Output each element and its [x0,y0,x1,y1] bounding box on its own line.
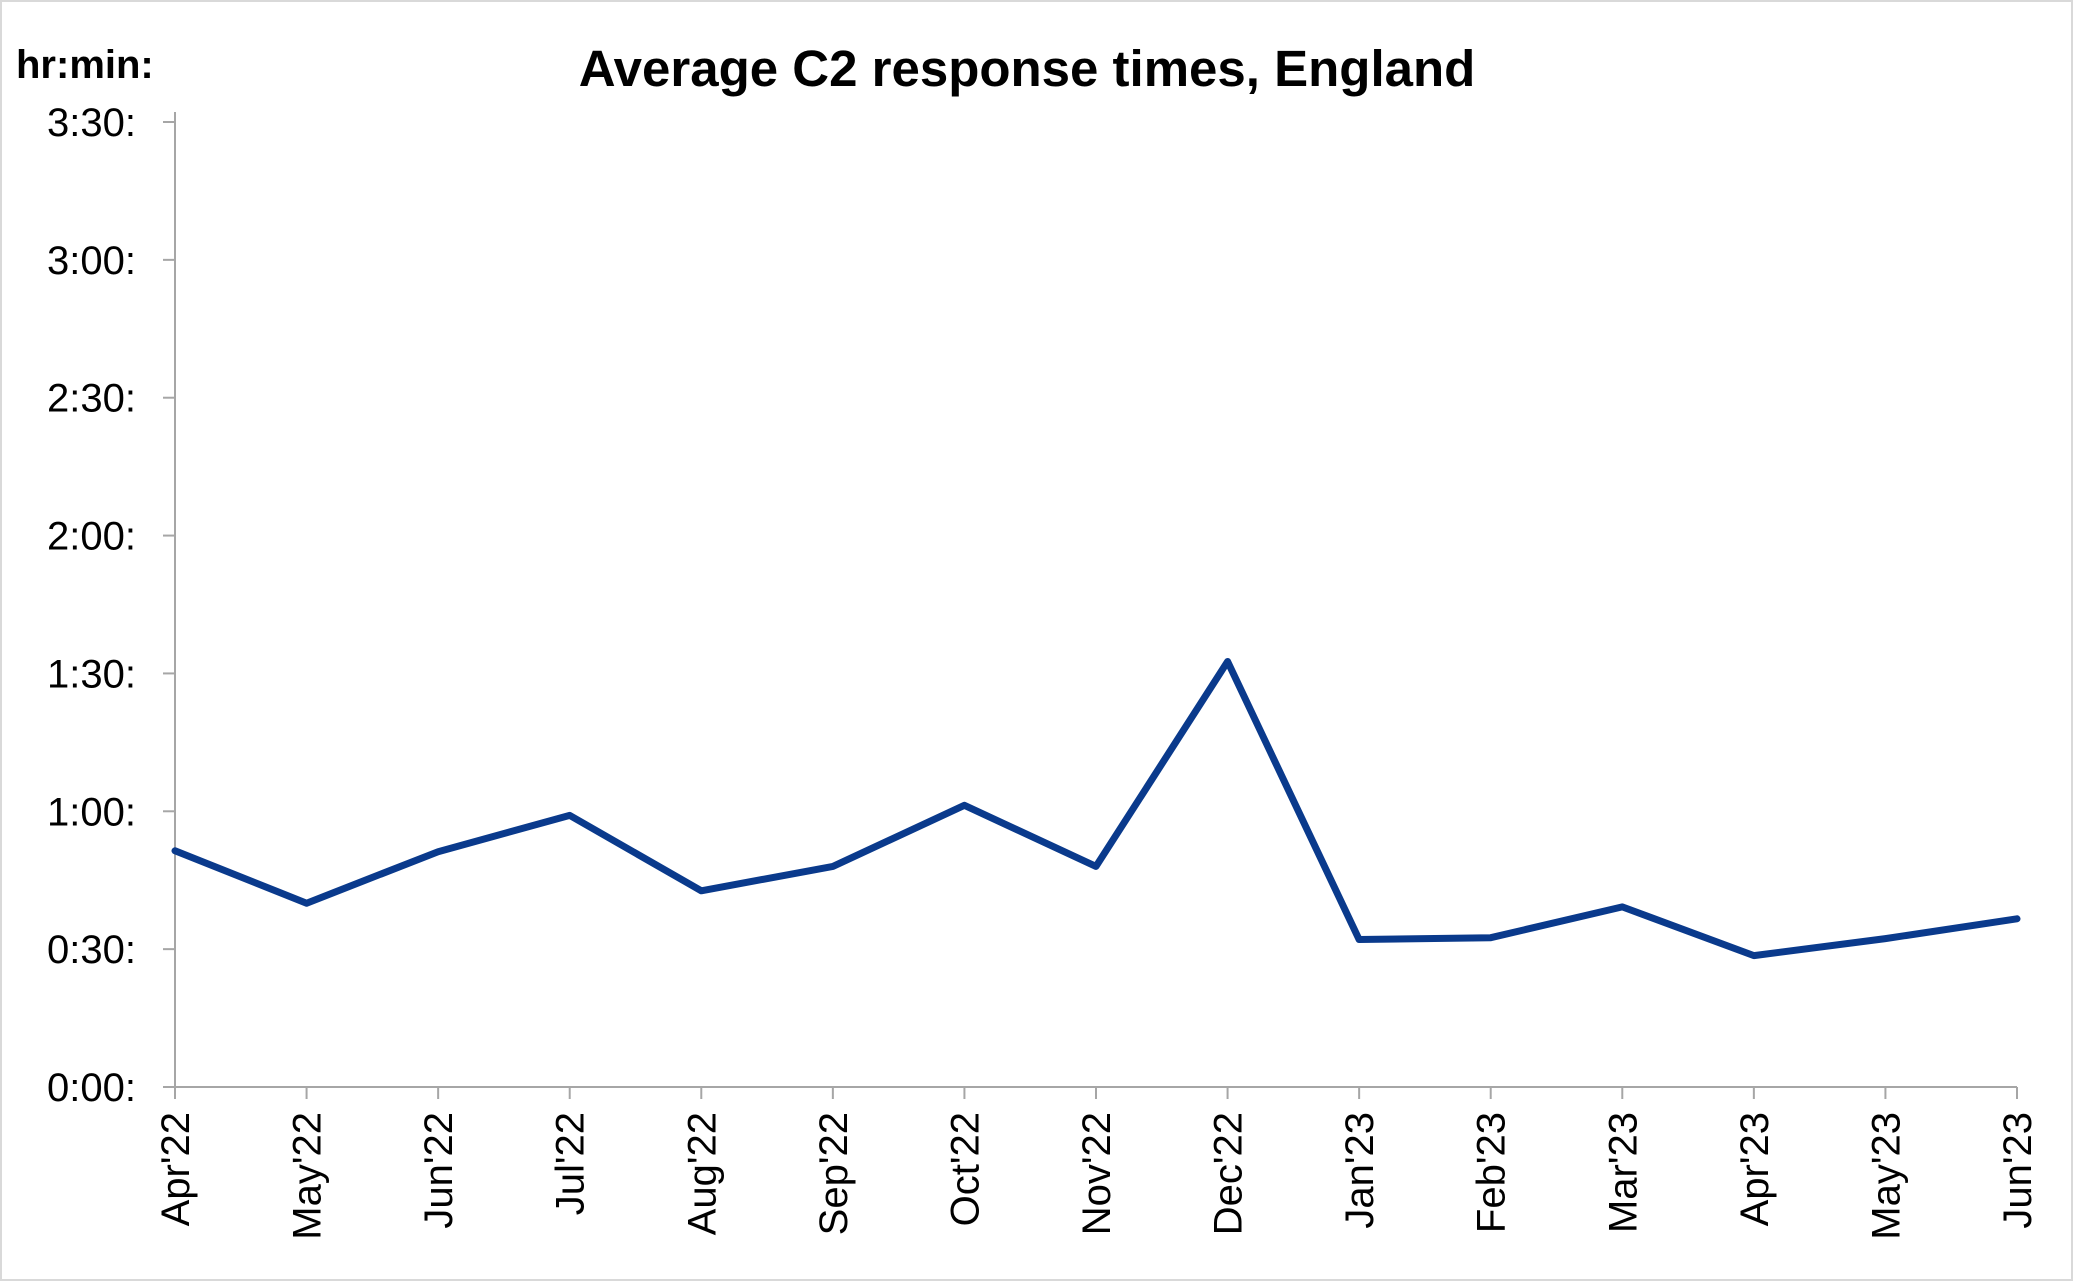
x-tick-label: May'23 [1864,1112,1908,1240]
y-tick-label: 1:30: [47,652,136,696]
x-tick-label: Dec'22 [1207,1112,1251,1235]
x-tick-label: Feb'23 [1470,1112,1514,1233]
x-tick-label: Sep'22 [812,1112,856,1235]
x-tick-label: Mar'23 [1601,1112,1645,1233]
y-tick-label: 0:30: [47,928,136,972]
x-tick-label: Jul'22 [549,1112,593,1215]
y-tick-label: 3:30: [47,101,136,145]
y-tick-label: 2:30: [47,377,136,421]
x-tick-label: Nov'22 [1075,1112,1119,1235]
y-tick-label: 0:00: [47,1066,136,1110]
x-tick-label: Aug'22 [680,1112,724,1235]
y-axis: 0:00: 0:30: 1:00: 1:30: 2:00: 2:30: 3:00: 3:30: [47,101,176,1110]
x-tick-label: Jan'23 [1338,1112,1382,1229]
x-tick-label: Apr'22 [154,1112,198,1226]
x-axis: Apr'22 May'22 Jun'22 Jul'22 Aug'22 Sep'22 Oct'… [154,1086,2040,1240]
chart-title: Average C2 response times, England [579,40,1476,97]
x-tick-label: Jun'23 [1996,1112,2040,1229]
series-line [171,658,2021,960]
y-tick-label: 2:00: [47,515,136,559]
series-layer [171,658,2021,960]
y-tick-label: 1:00: [47,790,136,834]
x-tick-label: May'22 [286,1112,330,1240]
x-tick-label: Jun'22 [417,1112,461,1229]
y-axis-unit-label: hr:min: [16,43,154,87]
x-tick-label: Apr'23 [1733,1112,1777,1226]
x-tick-label: Oct'22 [943,1112,987,1226]
y-tick-label: 3:00: [47,239,136,283]
